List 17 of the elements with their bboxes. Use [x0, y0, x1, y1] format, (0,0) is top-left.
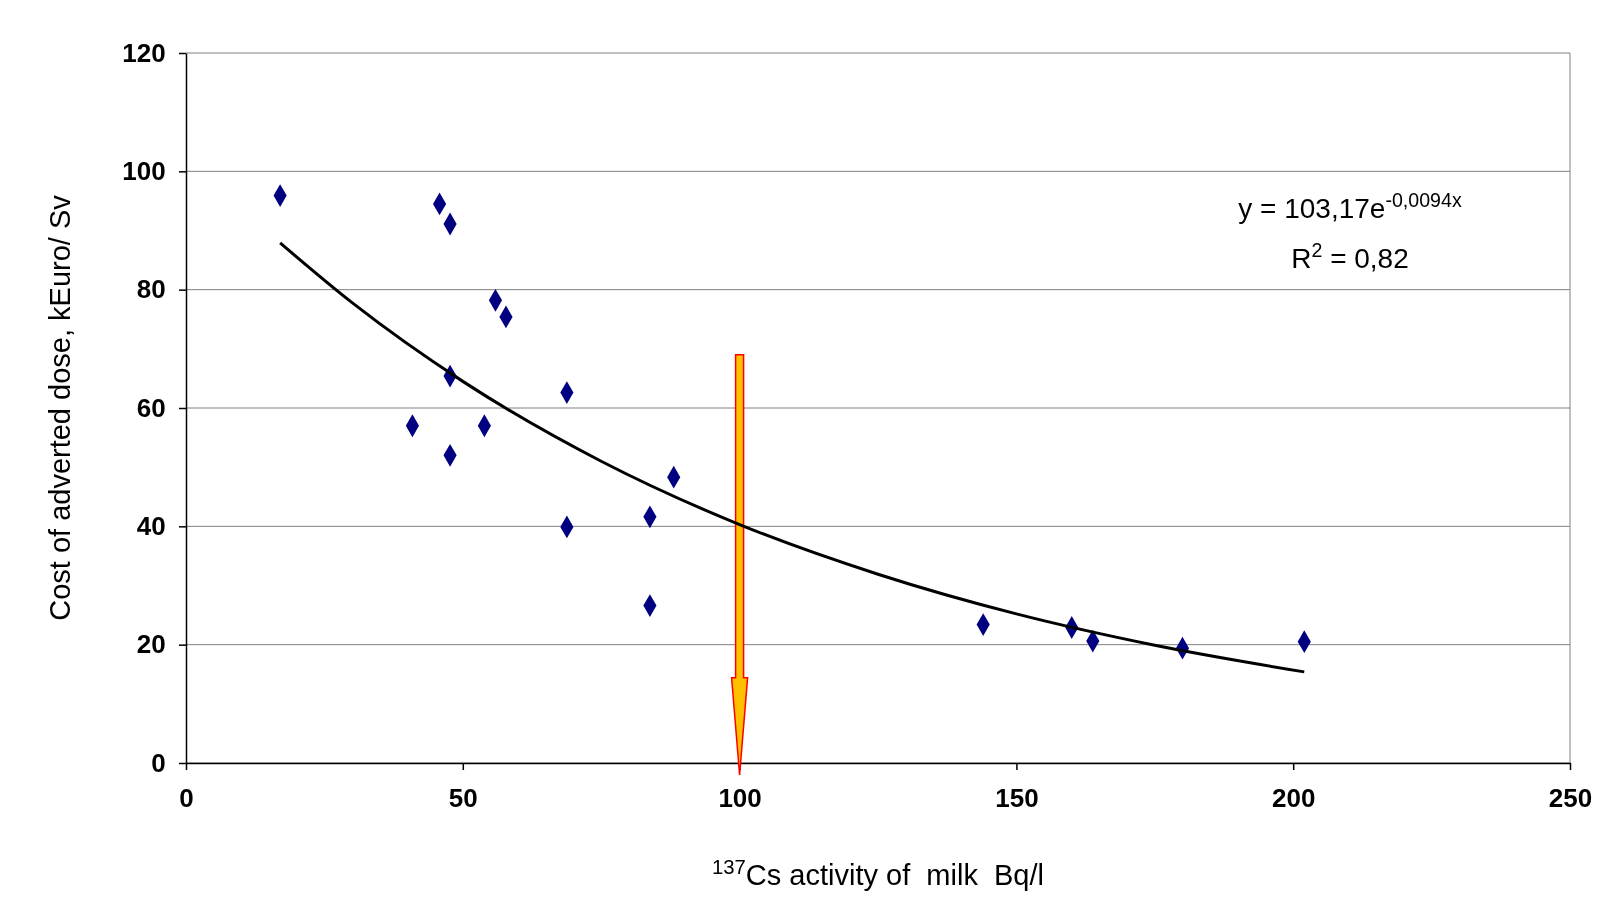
x-tick-label: 0	[179, 782, 194, 813]
annotation: y = 103,17e$^{-0,0094x}$	[1238, 189, 1462, 224]
x-tick-label: 100	[718, 782, 762, 813]
x-tick-label: 50	[448, 782, 478, 813]
y-tick-label: 100	[122, 156, 166, 187]
y-axis-title: Cost of adverted dose, kEuro/ Sv	[44, 194, 76, 621]
y-tick-label: 60	[136, 392, 166, 423]
x-axis-title: $^{137}$Cs activity of milk Bq/l	[712, 856, 1044, 891]
y-tick-label: 20	[136, 629, 166, 660]
y-tick-label: 80	[136, 274, 166, 305]
x-tick-label: 200	[1272, 782, 1316, 813]
annotation: R$^{2}$ = 0,82	[1291, 239, 1409, 274]
y-tick-label: 40	[136, 511, 166, 542]
y-tick-label: 0	[151, 747, 166, 778]
y-tick-label: 120	[122, 37, 166, 68]
x-tick-label: 150	[995, 782, 1039, 813]
x-tick-label: 250	[1548, 782, 1593, 813]
